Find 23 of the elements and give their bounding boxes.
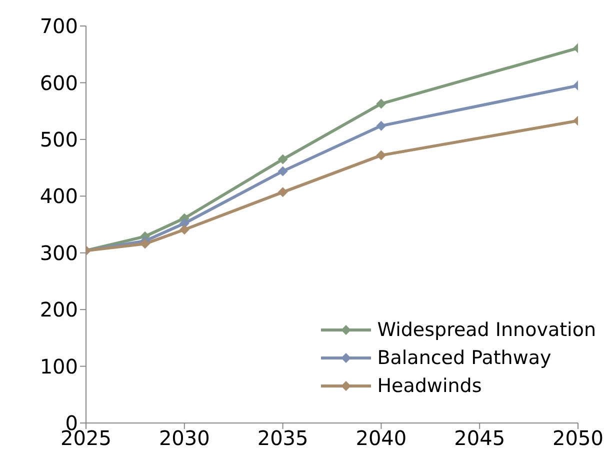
point [140,238,150,249]
point [376,98,386,109]
y-tick-label: 100 [40,354,78,378]
point [376,150,386,160]
point [278,166,288,176]
x-tick-label: 2050 [552,426,604,450]
x-tick-label: 2035 [257,426,308,450]
y-tick-label: 500 [40,128,78,152]
x-tick-label: 2030 [158,426,210,450]
y-tick-label: 200 [40,298,78,322]
legend-label: Widespread Innovation [377,319,596,341]
point [179,224,190,235]
legend-label: Headwinds [377,375,482,397]
y-tick-label: 600 [40,70,78,95]
x-tick-label: 2040 [356,426,407,450]
y-tick-label: 300 [40,240,78,265]
legend-label: Balanced Pathway [377,347,552,369]
y-tick-label: 400 [40,184,78,208]
x-tick-label: 2045 [454,426,506,450]
point [278,154,288,164]
y-tick-label: 700 [40,14,78,38]
point [376,120,386,131]
point [278,187,288,198]
